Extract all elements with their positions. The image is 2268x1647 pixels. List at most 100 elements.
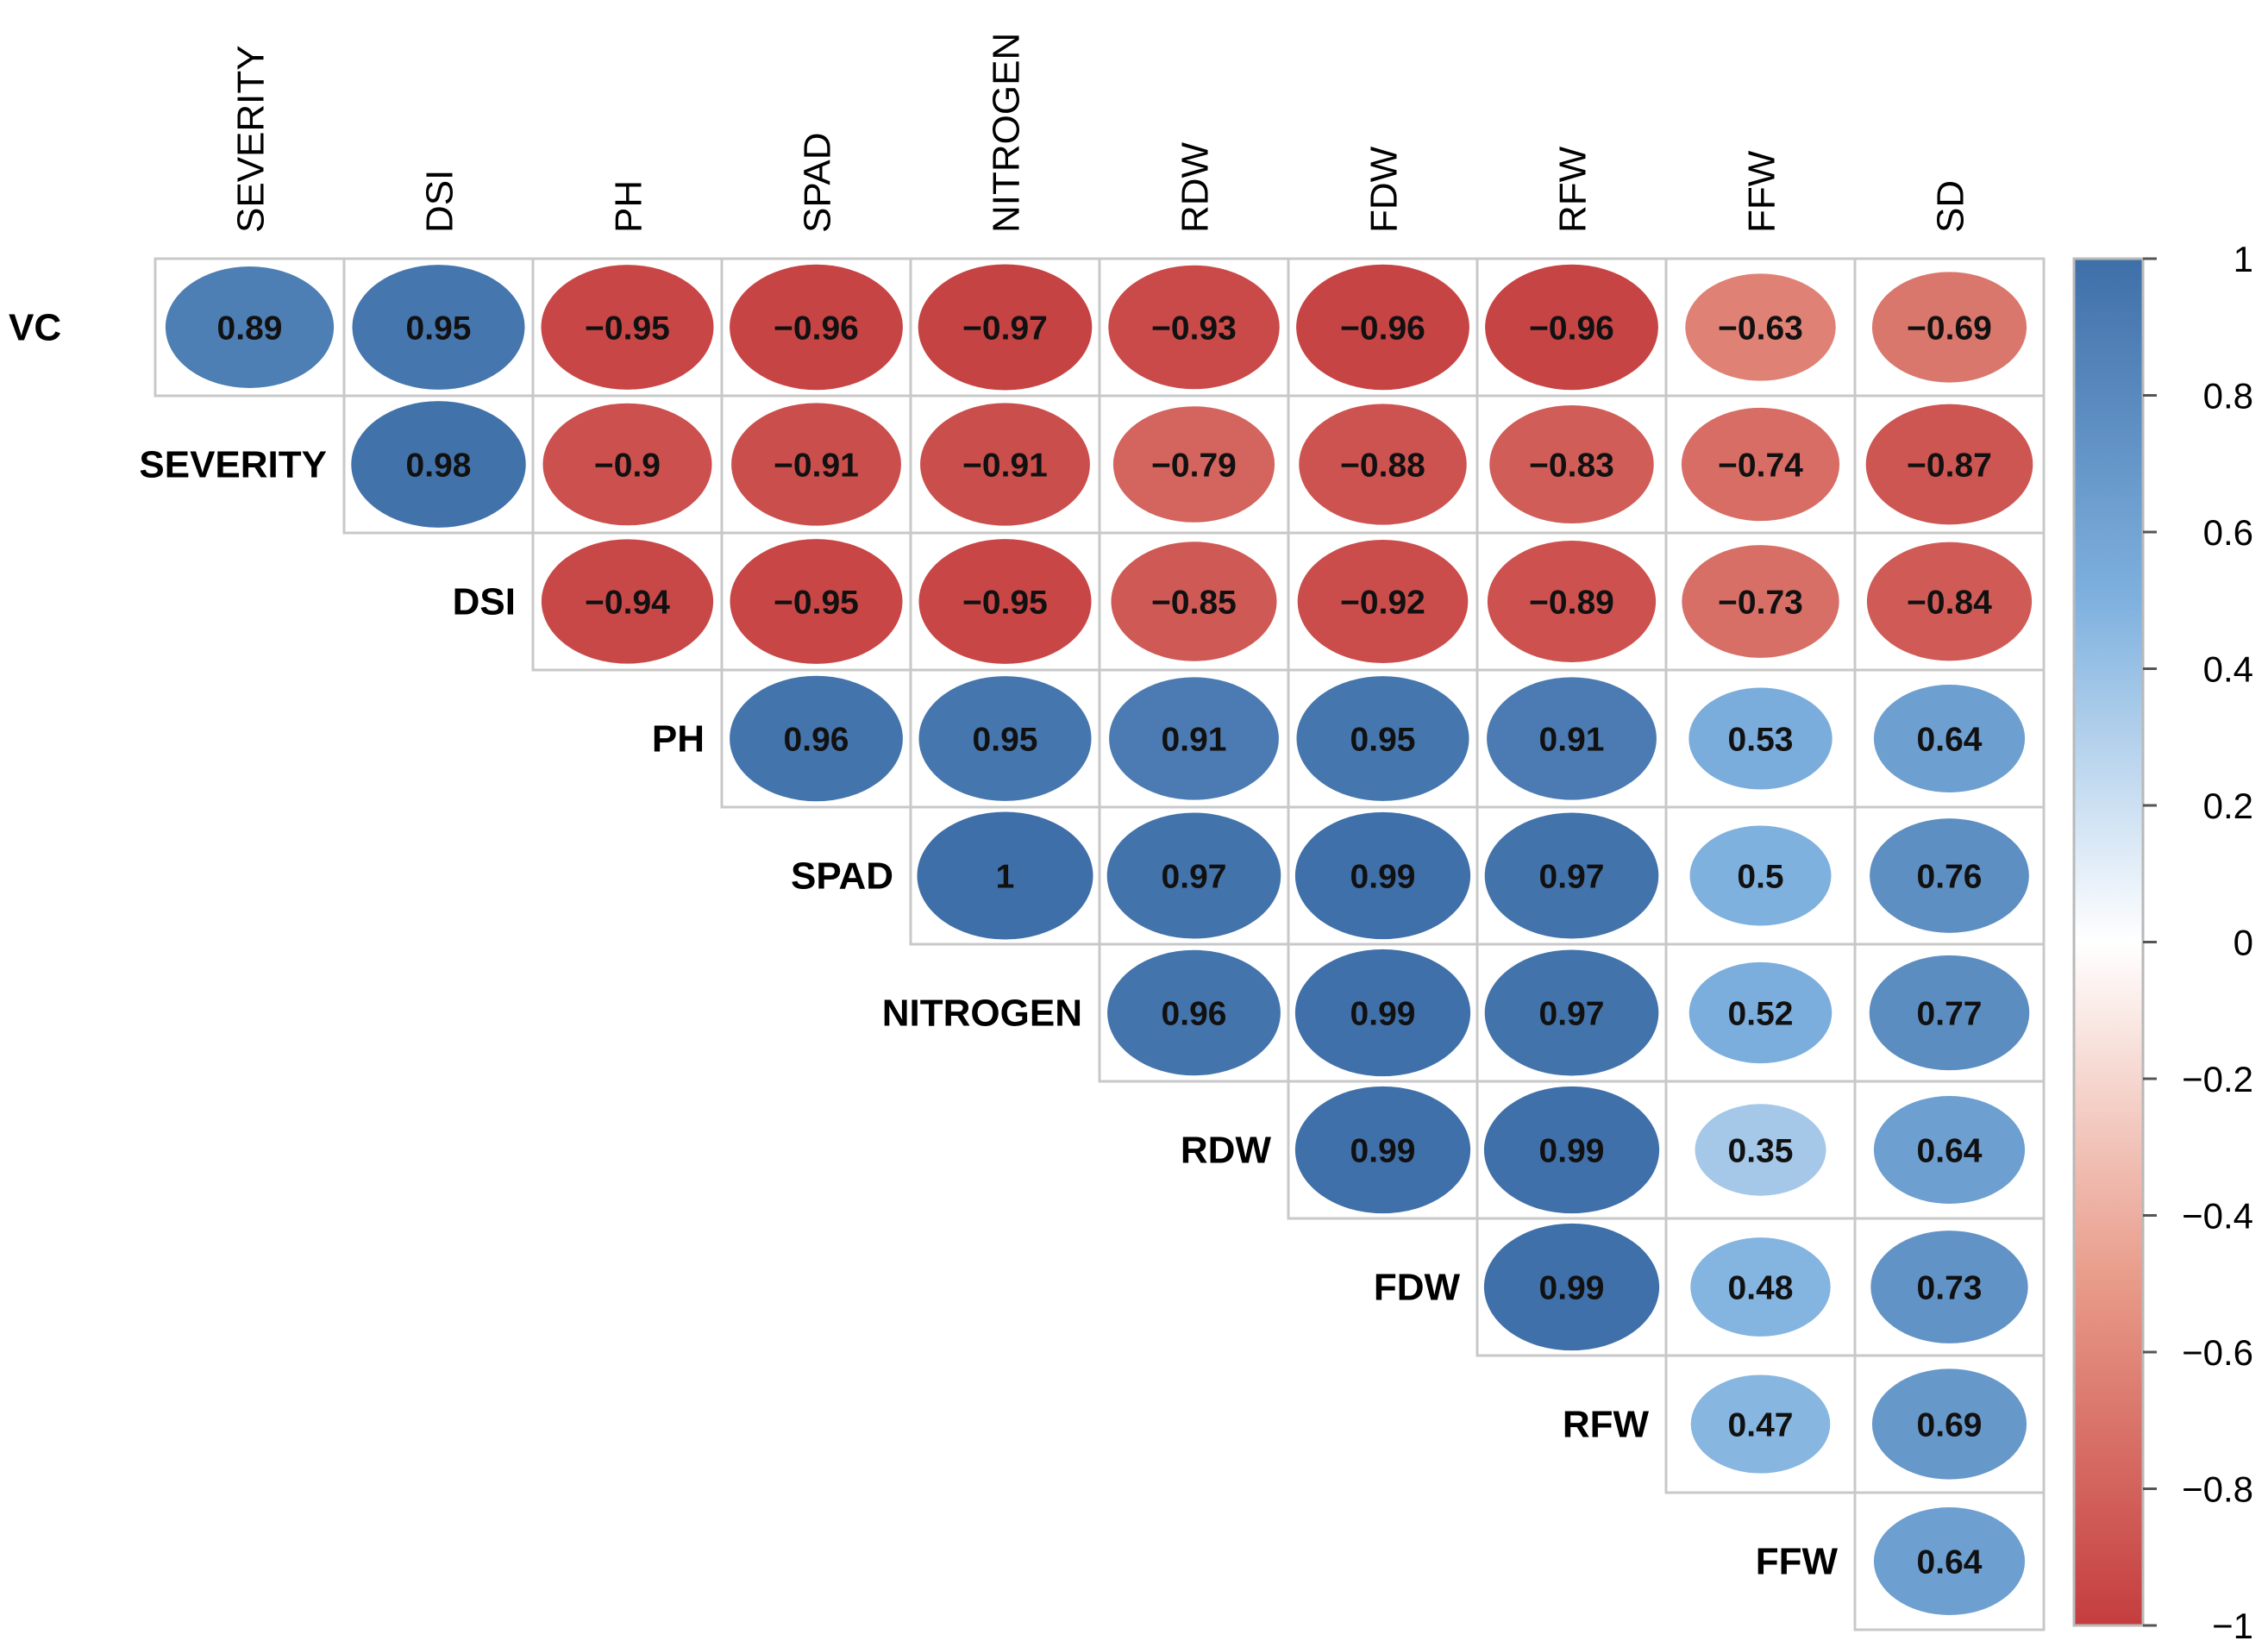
- correlation-value-label: 0.97: [1162, 859, 1227, 896]
- grid-cell: [1853, 1491, 2046, 1631]
- correlation-ellipse: [1489, 404, 1654, 524]
- correlation-value-label: −0.97: [962, 310, 1048, 348]
- legend-tick-label: 0.8: [2203, 376, 2253, 416]
- row-label: FFW: [1756, 1541, 1839, 1583]
- legend-color-bar: [2072, 257, 2145, 1627]
- correlation-ellipse: [1485, 264, 1658, 391]
- correlation-ellipse: [1483, 1086, 1660, 1214]
- correlation-value-label: 0.97: [1539, 996, 1605, 1033]
- correlation-value-label: −0.93: [1151, 310, 1237, 348]
- column-label: SD: [1930, 180, 1972, 233]
- correlation-ellipse: [918, 264, 1093, 391]
- correlation-ellipse: [1297, 540, 1469, 663]
- column-label: RDW: [1175, 141, 1217, 233]
- correlation-ellipse: [1294, 1086, 1471, 1214]
- correlation-value-label: 0.64: [1917, 1133, 1983, 1170]
- correlation-ellipse: [1873, 685, 2026, 792]
- legend-tick-label: −0.8: [2182, 1469, 2253, 1510]
- correlation-value-label: −0.79: [1151, 448, 1237, 485]
- legend-tick-label: 0.2: [2203, 786, 2253, 826]
- correlation-value-label: −0.96: [1529, 310, 1614, 348]
- correlation-ellipse: [730, 264, 903, 391]
- correlation-value-label: 0.76: [1917, 859, 1983, 896]
- correlation-ellipse: [1487, 541, 1657, 662]
- legend-tick-label: −1: [2212, 1606, 2253, 1643]
- correlation-value-label: 0.77: [1917, 996, 1983, 1033]
- row-label: DSI: [453, 581, 516, 623]
- correlation-value-label: −0.73: [1718, 585, 1803, 622]
- correlation-ellipse: [1111, 542, 1277, 661]
- correlation-value-label: 0.98: [406, 448, 472, 485]
- correlation-ellipse: [1106, 812, 1281, 939]
- correlation-ellipse: [1688, 961, 1833, 1064]
- correlation-ellipse: [1871, 1368, 2027, 1480]
- labels-layer: 0.89 0.95 −0.95 −0.96 −0.97 −0.93 −0.96 −0.96 −0…: [9, 33, 1992, 1583]
- correlation-value-label: 0.91: [1539, 722, 1605, 759]
- correlation-value-label: 0.95: [1350, 722, 1416, 759]
- column-label: SEVERITY: [230, 45, 273, 233]
- correlation-ellipse: [351, 401, 526, 528]
- correlation-value-label: 0.96: [1162, 996, 1227, 1033]
- correlation-ellipse: [1873, 1096, 2026, 1204]
- correlation-value-label: −0.74: [1718, 448, 1803, 485]
- correlation-ellipse: [918, 676, 1092, 801]
- column-label: PH: [608, 180, 650, 233]
- correlation-value-label: 0.95: [973, 722, 1038, 759]
- row-label: RDW: [1181, 1130, 1272, 1172]
- correlation-ellipse: [1870, 818, 2029, 933]
- column-label: RFW: [1552, 146, 1594, 233]
- correlation-ellipse: [1685, 273, 1836, 381]
- correlation-value-label: −0.96: [774, 310, 859, 348]
- correlation-ellipse: [352, 265, 525, 390]
- correlation-ellipse: [1682, 545, 1839, 658]
- correlation-value-label: −0.9: [594, 448, 661, 485]
- correlation-ellipse: [1294, 949, 1471, 1077]
- correlation-ellipse: [1866, 542, 2033, 661]
- correlation-ellipse: [1483, 1223, 1660, 1351]
- legend-tick-label: 1: [2234, 239, 2253, 279]
- column-label: SPAD: [797, 132, 839, 233]
- correlation-ellipse: [1871, 272, 2027, 383]
- correlation-value-label: 0.89: [217, 310, 283, 348]
- color-legend: 1 0.8 0.6 0.4 0.2 0 −0.2 −0.4 −0.6 −0.8 −1: [2072, 239, 2253, 1646]
- correlation-value-label: 0.5: [1737, 859, 1783, 896]
- correlation-ellipse: [1296, 676, 1469, 801]
- row-label: SPAD: [791, 855, 893, 898]
- correlation-value-label: 0.69: [1917, 1407, 1983, 1444]
- correlation-value-label: 0.52: [1728, 996, 1794, 1033]
- column-label: FDW: [1363, 146, 1406, 233]
- correlation-value-label: 0.96: [784, 722, 849, 759]
- correlation-value-label: 0.73: [1917, 1270, 1983, 1307]
- correlation-ellipse: [1299, 404, 1467, 525]
- correlation-value-label: −0.87: [1907, 448, 1992, 485]
- correlation-ellipse: [541, 539, 714, 664]
- correlation-value-label: −0.96: [1340, 310, 1425, 348]
- correlation-value-label: −0.69: [1907, 310, 1992, 348]
- correlation-ellipse: [1107, 949, 1281, 1076]
- legend-tick-label: 0.6: [2203, 512, 2253, 553]
- correlation-value-label: 0.99: [1539, 1133, 1605, 1170]
- correlation-value-label: 0.53: [1728, 722, 1794, 759]
- correlation-value-label: 0.35: [1728, 1133, 1794, 1170]
- correlation-ellipse: [1869, 955, 2030, 1071]
- correlation-ellipse: [1109, 677, 1279, 800]
- correlation-ellipse: [541, 265, 714, 390]
- legend-tick-label: −0.2: [2182, 1059, 2253, 1099]
- correlation-ellipse: [1296, 264, 1469, 391]
- correlation-value-label: −0.95: [962, 585, 1048, 622]
- row-label: NITROGEN: [882, 993, 1082, 1035]
- correlation-value-label: 1: [996, 859, 1015, 896]
- correlation-value-label: −0.95: [774, 585, 859, 622]
- correlation-ellipse: [1695, 1104, 1826, 1196]
- correlation-value-label: −0.95: [585, 310, 670, 348]
- correlation-value-label: 0.48: [1728, 1270, 1794, 1307]
- correlation-ellipse: [1865, 404, 2033, 525]
- correlation-value-label: 0.64: [1917, 1544, 1983, 1581]
- row-label: SEVERITY: [139, 444, 327, 486]
- correlation-value-label: 0.99: [1350, 1133, 1416, 1170]
- correlation-value-label: 0.99: [1539, 1270, 1605, 1307]
- correlation-ellipse: [165, 266, 335, 388]
- correlation-ellipse: [918, 539, 1092, 664]
- grid-layer: [153, 257, 2046, 1631]
